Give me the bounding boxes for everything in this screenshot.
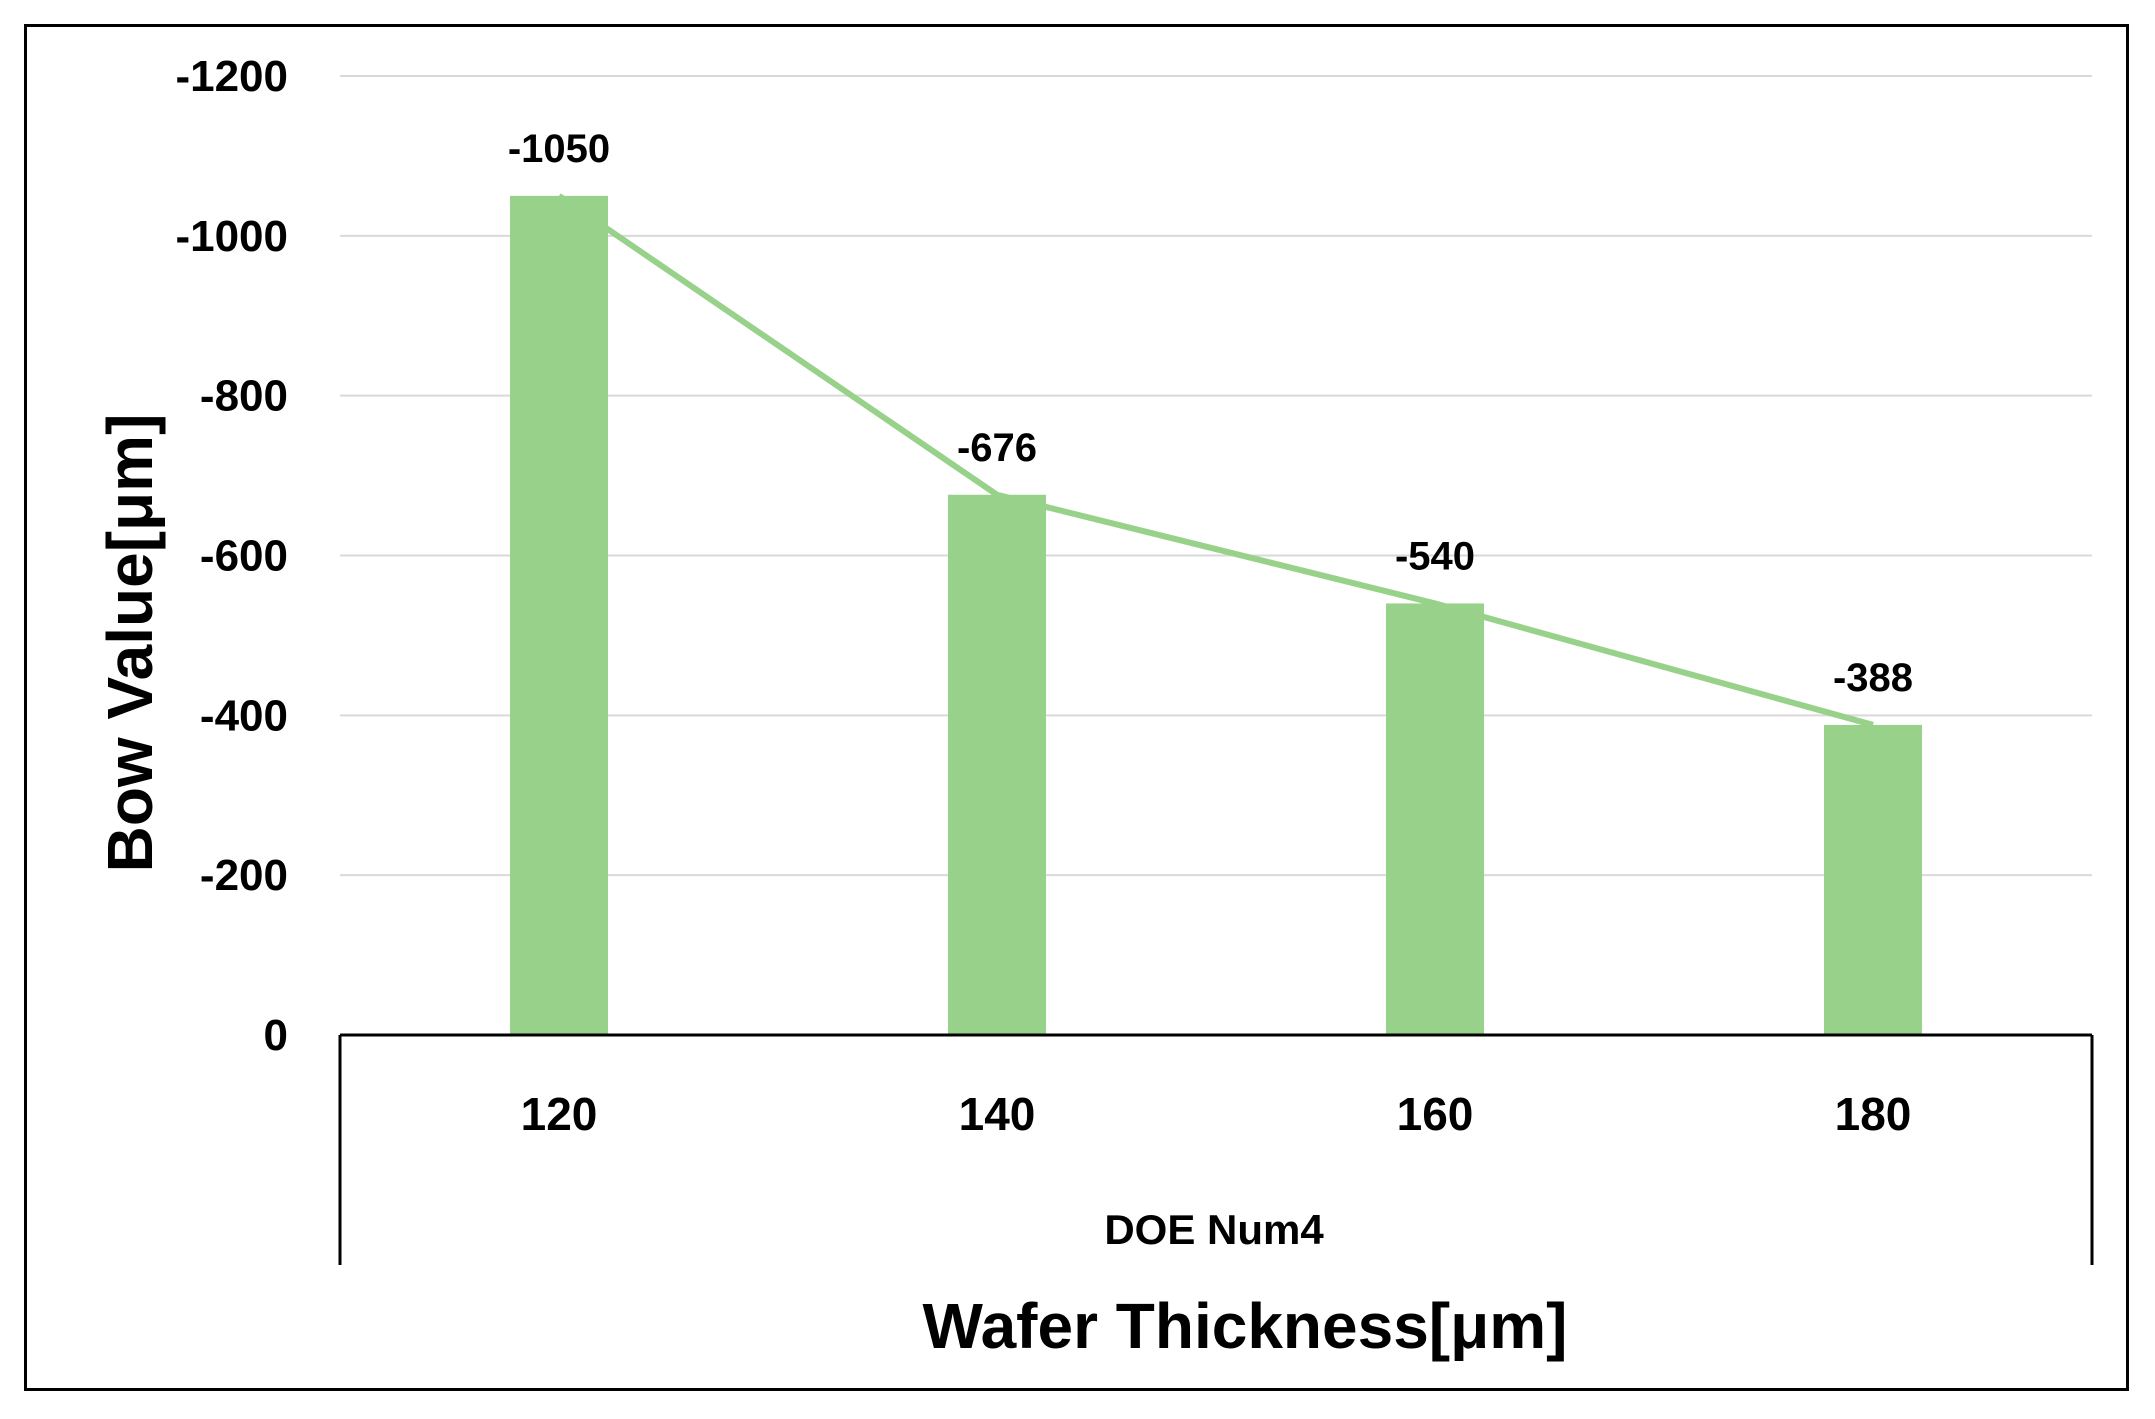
data-labels: -1050 -676 -540 -388 <box>508 127 1913 700</box>
axes <box>338 1033 2094 1265</box>
trend-line-path <box>557 193 1874 728</box>
y-tick-label: -1000 <box>175 212 288 261</box>
y-axis-title: Bow Value[μm] <box>94 414 166 873</box>
data-label: -540 <box>1395 534 1475 578</box>
bar-160 <box>1386 603 1484 1035</box>
trend-line <box>557 193 1874 728</box>
y-tick-label: -800 <box>200 372 288 421</box>
y-tick-label: -1200 <box>175 52 288 101</box>
x-tick-labels: 120 140 160 180 <box>521 1088 1912 1140</box>
x-tick-label: 180 <box>1835 1088 1912 1140</box>
x-tick-label: 160 <box>1397 1088 1474 1140</box>
bars <box>510 195 1922 1036</box>
bar-140 <box>948 494 1046 1036</box>
x-tick-label: 120 <box>521 1088 598 1140</box>
y-tick-label: 0 <box>264 1011 288 1060</box>
y-tick-label: -600 <box>200 532 288 581</box>
chart-frame <box>24 24 2129 1391</box>
x-group-label: DOE Num4 <box>1104 1206 1324 1253</box>
x-tick-label: 140 <box>959 1088 1036 1140</box>
grid-lines <box>340 75 2092 877</box>
x-axis-title: Wafer Thickness[μm] <box>923 1290 1568 1362</box>
y-tick-labels: 0 -200 -400 -600 -800 -1000 -1200 <box>175 52 288 1060</box>
data-label: -676 <box>957 426 1037 470</box>
data-label: -388 <box>1833 656 1913 700</box>
bar-120 <box>510 195 608 1035</box>
y-tick-label: -400 <box>200 691 288 740</box>
data-label: -1050 <box>508 127 610 171</box>
bar-180 <box>1824 724 1922 1035</box>
y-tick-label: -200 <box>200 851 288 900</box>
